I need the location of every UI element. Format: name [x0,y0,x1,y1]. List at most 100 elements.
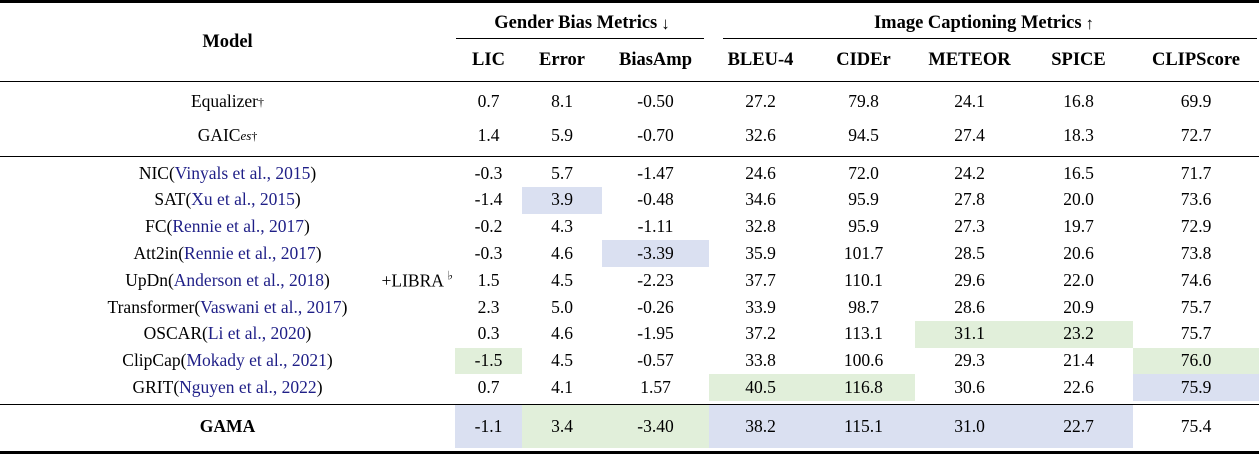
metric-value: 4.3 [551,216,573,237]
metric-value: 24.6 [745,162,776,183]
model-label: GRIT [132,377,174,398]
metric-value: 21.4 [1063,350,1094,371]
model-name: SAT (Xu et al., 2015) [154,189,301,210]
metric-value: 71.7 [1180,162,1212,183]
metric-value: 18.3 [1063,125,1094,146]
column-header-cider: CIDEr [836,49,891,70]
table-body: Equalizer † 0.7 8.1 -0.50 27.2 79.8 24.1 16.8 69… [0,82,1259,449]
model-label: FC [145,216,167,237]
metric-value: -3.40 [602,405,709,449]
metric-value: 79.8 [848,91,879,112]
metric-value: -1.47 [637,162,674,183]
metric-value: 27.8 [954,189,985,210]
model-name: NIC (Vinyals et al., 2015) [138,162,317,183]
metric-value: 1.5 [477,269,500,290]
metric-value: 116.8 [812,374,915,402]
metric-value: -0.57 [637,350,674,371]
column-header-meteor: METEOR [928,49,1011,70]
table-row-gama: GAMA -1.1 3.4 -3.40 38.2 115.1 31.0 22.7 75.4 [0,405,1259,449]
metric-value: 24.2 [954,162,985,183]
model-label: Equalizer [190,91,259,112]
metric-value: 40.5 [709,374,812,402]
metric-value: 28.5 [954,243,985,264]
metric-value: 0.7 [477,377,500,398]
citation-link[interactable]: Vinyals et al., 2015 [174,162,311,183]
metric-value: 5.0 [551,296,573,317]
metric-value: -0.2 [474,216,503,237]
citation-link[interactable]: Vaswani et al., 2017 [200,296,342,317]
model-label: GAMA [199,415,256,436]
model-name: FC (Rennie et al., 2017) [145,216,310,237]
model-name: Transformer (Vaswani et al., 2017) [107,296,348,317]
table-row-updn: UpDn (Anderson et al., 2018) +LIBRA ♭ 1.5 4… [0,267,1259,294]
metric-value: 72.9 [1180,216,1212,237]
metric-value: 33.8 [745,350,776,371]
metric-value: -0.3 [474,162,503,183]
model-name: ClipCap (Mokady et al., 2021) [122,350,333,371]
metric-value: 30.6 [954,377,985,398]
metric-value: 94.5 [848,125,879,146]
metric-value: -0.70 [637,125,674,146]
metric-value: 4.5 [551,269,573,290]
model-label: Att2in [133,243,179,264]
column-header-model: Model [202,31,253,52]
metric-value: 29.6 [954,269,985,290]
metric-value: -0.48 [637,189,674,210]
citation-link[interactable]: Nguyen et al., 2022 [179,377,317,398]
metric-value: 31.0 [915,405,1024,449]
model-label: SAT [154,189,186,210]
model-name: Equalizer † [190,91,265,112]
metric-value: 16.8 [1063,91,1094,112]
metric-value: 2.3 [477,296,500,317]
metric-value: 101.7 [843,243,884,264]
column-header-lic: LIC [472,49,505,70]
model-label: UpDn [125,269,168,290]
column-header-biasamp: BiasAmp [619,49,692,70]
metric-value: 29.3 [954,350,985,371]
metric-value: 4.1 [551,377,573,398]
metric-value: 37.2 [745,323,776,344]
table-row-equalizer: Equalizer † 0.7 8.1 -0.50 27.2 79.8 24.1 16.8 69… [0,85,1259,119]
column-group-gender-bias: Gender Bias Metrics ↓ [455,3,709,39]
model-label: GAIC [197,125,241,146]
group-label-gender-bias: Gender Bias Metrics [494,13,658,33]
model-label: ClipCap [122,350,181,371]
metric-value: 113.1 [844,323,883,344]
model-name: GAIC es † [197,125,258,146]
metric-value: 69.9 [1180,91,1212,112]
table-row-att2in: Att2in (Rennie et al., 2017) -0.3 4.6 -3.39… [0,240,1259,268]
citation-link[interactable]: Xu et al., 2015 [191,189,295,210]
metric-value: 73.6 [1180,189,1212,210]
citation-link[interactable]: Anderson et al., 2018 [173,269,324,290]
metric-value: 22.7 [1024,405,1133,449]
metric-value: 1.4 [477,125,500,146]
metric-value: 16.5 [1063,162,1094,183]
metric-value: 73.8 [1180,243,1212,264]
metric-value: 20.9 [1063,296,1094,317]
model-label: NIC [138,162,169,183]
citation-link[interactable]: Rennie et al., 2017 [184,243,316,264]
metric-value: 8.1 [551,91,573,112]
metric-value: 100.6 [843,350,884,371]
metric-value: 3.4 [522,405,602,449]
column-header-clipscore: CLIPScore [1151,49,1241,70]
citation-link[interactable]: Li et al., 2020 [207,323,306,344]
citation-link[interactable]: Rennie et al., 2017 [172,216,305,237]
model-name: GRIT (Nguyen et al., 2022) [132,377,323,398]
model-name: Att2in (Rennie et al., 2017) [133,243,322,264]
metric-value: 35.9 [745,243,776,264]
metric-value: 20.6 [1063,243,1094,264]
libra-note-label: +LIBRA [381,269,443,290]
table-section-libra-captioners: NIC (Vinyals et al., 2015) -0.3 5.7 -1.47 24… [0,157,1259,404]
group-label-captioning: Image Captioning Metrics [873,13,1082,33]
column-header-spice: SPICE [1051,49,1106,70]
metric-value: 23.2 [1024,320,1133,348]
model-name: OSCAR (Li et al., 2020) [143,323,312,344]
model-label: Transformer [107,296,195,317]
metric-value: 5.9 [551,125,573,146]
metric-value: 32.8 [745,216,776,237]
table-row-sat: SAT (Xu et al., 2015) -1.4 3.9 -0.48 34.6 95.… [0,186,1259,214]
metric-value: 24.1 [954,91,985,112]
citation-link[interactable]: Mokady et al., 2021 [186,350,327,371]
